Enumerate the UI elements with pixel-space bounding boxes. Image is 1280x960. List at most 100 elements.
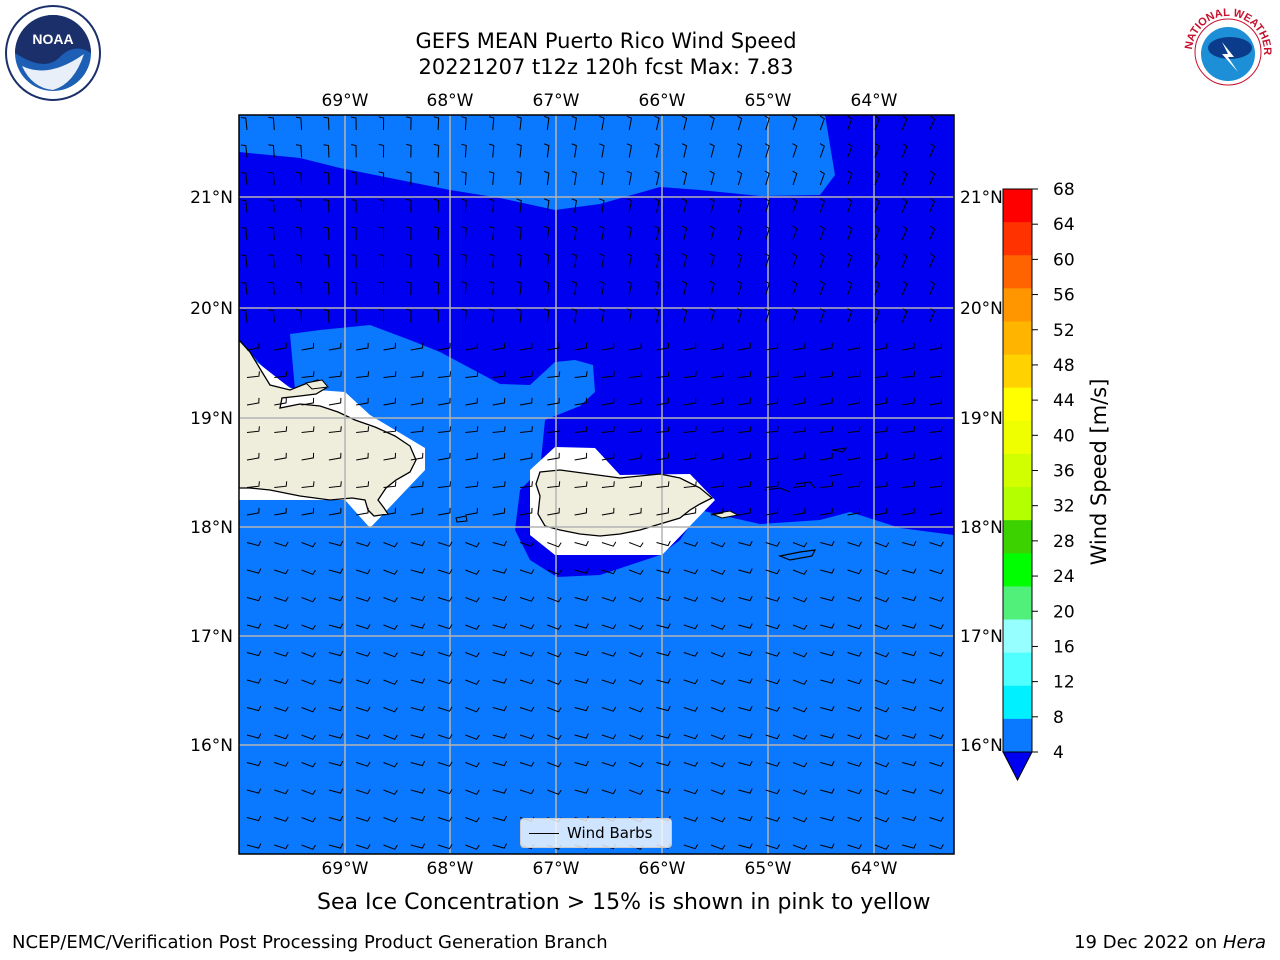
wind-barb [902, 481, 916, 488]
wind-barb [383, 734, 398, 740]
wind-barb [765, 371, 779, 378]
wind-barb [711, 507, 724, 516]
wind-barb [656, 540, 671, 547]
wind-barb [792, 569, 808, 575]
wind-barb [929, 596, 944, 602]
wind-barb [765, 452, 779, 461]
wind-barb [683, 816, 699, 822]
wind-barb [383, 452, 396, 461]
wind-barb [323, 254, 330, 268]
wind-barb [410, 705, 426, 712]
wind-barb [571, 225, 577, 241]
wind-barb [792, 253, 798, 268]
wind-barb [847, 789, 862, 795]
wind-barb [437, 816, 453, 822]
wind-barb [601, 342, 615, 351]
wind-barb [356, 679, 371, 685]
wind-barb [547, 452, 560, 461]
wind-barb [738, 426, 752, 433]
wind-barb [656, 481, 670, 488]
wind-barb [268, 309, 275, 323]
wind-barb [301, 397, 315, 406]
wind-barb [492, 733, 507, 739]
wind-barb [792, 652, 808, 658]
wind-barb [574, 342, 588, 351]
wind-barb [574, 650, 589, 657]
wind-barb [626, 115, 633, 131]
wind-barb [246, 705, 262, 712]
wind-barb [406, 281, 412, 296]
lon-label: 64°W [851, 91, 898, 111]
wind-barb [274, 541, 289, 547]
wind-barb [629, 707, 644, 713]
wind-barb [328, 426, 342, 433]
wind-barb [356, 342, 369, 351]
wind-barb [764, 143, 770, 158]
wind-barb [461, 171, 467, 186]
wind-barb [709, 308, 715, 323]
wind-barb [488, 281, 495, 296]
colorbar-segment [1003, 321, 1032, 356]
colorbar-tick-label: 12 [1053, 673, 1075, 693]
lat-label: 16°N [190, 736, 233, 756]
wind-barb [488, 143, 495, 158]
wind-barb [433, 171, 440, 186]
wind-barbs [240, 115, 944, 850]
wind-barb [709, 143, 715, 158]
colorbar-segment [1003, 288, 1032, 322]
colorbar-tick-label: 32 [1053, 497, 1075, 517]
wind-barb [246, 342, 260, 351]
wind-barb [629, 679, 644, 685]
wind-barb [516, 253, 522, 268]
wind-barb [406, 198, 412, 213]
map-title: GEFS MEAN Puerto Rico Wind Speed [415, 29, 797, 53]
colorbar-segment [1003, 255, 1032, 289]
wind-barb [356, 569, 371, 575]
wind-barb [681, 115, 688, 131]
colorbar-tick-label: 36 [1053, 462, 1075, 482]
wind-barb [410, 623, 426, 629]
wind-barb [847, 115, 853, 131]
wind-barb [465, 624, 480, 630]
wind-barb [519, 761, 535, 767]
wind-barb [516, 116, 522, 131]
wind-barb [629, 426, 643, 433]
wind-barb [874, 342, 888, 351]
wind-barb [274, 342, 287, 351]
nws-logo: NATIONAL WEATHER SERVICE [1174, 0, 1278, 102]
wind-barb [874, 426, 888, 433]
wind-barb [765, 624, 781, 630]
wind-barb [683, 342, 697, 351]
wind-barb [240, 172, 248, 186]
wind-barb [268, 281, 275, 296]
wind-barb [323, 144, 330, 158]
wind-barb [519, 371, 533, 378]
wind-barb [654, 308, 660, 323]
wind-barb [246, 788, 262, 794]
wind-barb [792, 198, 798, 213]
wind-barb [328, 678, 344, 684]
wind-barb [571, 280, 577, 296]
wind-barb [599, 115, 605, 131]
wind-barb [465, 342, 478, 351]
wind-barb [351, 281, 357, 296]
wind-barb [737, 253, 743, 268]
map-subtitle: 20221207 t12z 120h fcst Max: 7.83 [418, 55, 794, 79]
wind-barb [438, 397, 451, 406]
wind-barb [410, 815, 426, 822]
wind-barb [683, 651, 699, 657]
wind-barb [433, 281, 440, 296]
wind-barb [295, 254, 303, 268]
wind-barb [683, 789, 699, 795]
wind-barb [874, 143, 881, 158]
wind-barb [492, 760, 507, 767]
wind-barb [710, 734, 726, 740]
wind-barb [874, 198, 881, 213]
wind-barb [492, 397, 506, 406]
wind-barb [356, 507, 369, 516]
wind-barb [901, 115, 908, 131]
wind-barb [599, 253, 605, 268]
wind-barb [295, 199, 303, 213]
wind-barb [626, 170, 633, 186]
wind-barb [547, 652, 562, 658]
